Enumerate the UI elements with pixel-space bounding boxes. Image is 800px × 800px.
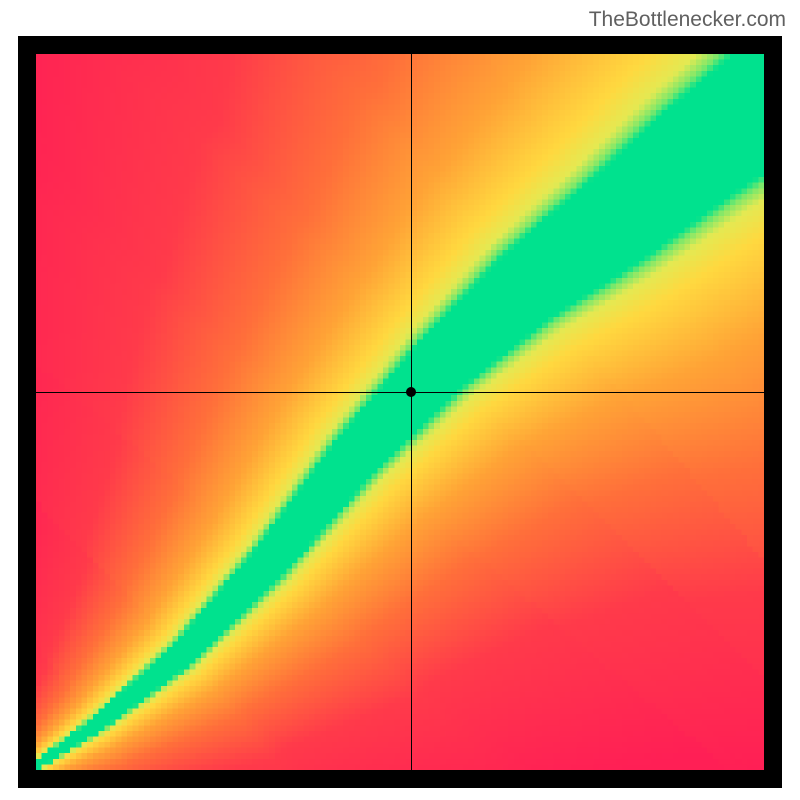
crosshair-horizontal	[36, 392, 764, 393]
heatmap-canvas	[36, 54, 764, 770]
heatmap-plot-area	[36, 54, 764, 770]
chart-frame	[18, 36, 782, 788]
watermark-text: TheBottlenecker.com	[589, 8, 786, 32]
crosshair-vertical	[411, 54, 412, 770]
crosshair-marker	[406, 387, 416, 397]
